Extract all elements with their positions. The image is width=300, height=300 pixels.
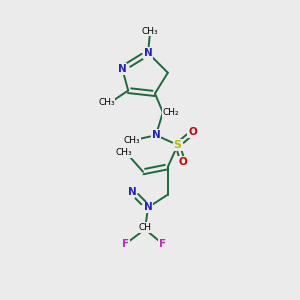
Text: N: N <box>144 48 152 58</box>
Text: N: N <box>152 130 160 140</box>
Text: CH₃: CH₃ <box>142 27 158 36</box>
Text: N: N <box>118 64 127 74</box>
Text: F: F <box>122 239 129 249</box>
Text: S: S <box>174 140 182 150</box>
Text: CH₃: CH₃ <box>98 98 115 107</box>
Text: F: F <box>159 239 167 249</box>
Text: CH₃: CH₃ <box>124 136 140 145</box>
Text: CH₂: CH₂ <box>163 108 179 117</box>
Text: N: N <box>144 202 152 212</box>
Text: CH₃: CH₃ <box>116 148 133 158</box>
Text: N: N <box>128 187 136 196</box>
Text: O: O <box>188 127 197 137</box>
Text: O: O <box>178 157 187 167</box>
Text: CH: CH <box>139 223 152 232</box>
